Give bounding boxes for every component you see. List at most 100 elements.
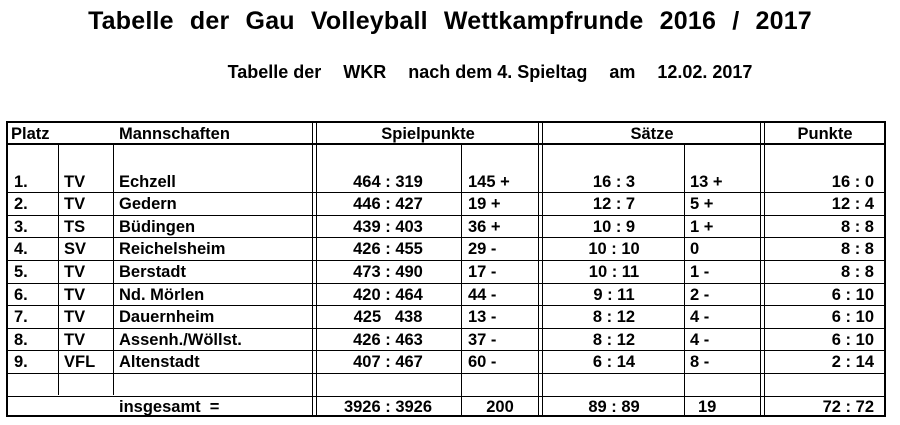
- cell-platz: 3.: [14, 218, 28, 236]
- cell-verein: VFL: [64, 353, 96, 371]
- cell-s-diff: 13 +: [690, 173, 723, 191]
- cell-punkte: 6 : 10: [831, 331, 874, 349]
- total-divider: [6, 396, 886, 397]
- cell-punkte: 2 : 14: [831, 353, 874, 371]
- header-mannschaften: Mannschaften: [119, 125, 230, 143]
- cell-mannschaft: Nd. Mörlen: [119, 286, 205, 304]
- cell-s-diff: 1 -: [690, 263, 710, 281]
- cell-mannschaft: Assenh./Wöllst.: [119, 331, 242, 349]
- cell-s-diff: 0: [690, 240, 700, 258]
- row-divider: [6, 283, 886, 284]
- cell-s-diff: 8 -: [690, 353, 710, 371]
- cell-sp-diff: 17 -: [468, 263, 497, 281]
- cell-spielpunkte: 464 : 319: [353, 173, 423, 191]
- cell-platz: 1.: [14, 173, 28, 191]
- cell-sp-diff: 145 +: [468, 173, 510, 191]
- cell-verein: TV: [64, 195, 86, 213]
- cell-punkte: 8 : 8: [840, 240, 874, 258]
- page-subtitle: Tabelle der WKR nach dem 4. Spieltag am 12.0…: [40, 62, 900, 83]
- col-divider: [113, 143, 114, 395]
- total-spielpunkte: 3926 : 3926: [343, 398, 433, 416]
- header-platz: Platz: [11, 125, 50, 143]
- total-s-diff: 19: [698, 398, 717, 416]
- cell-mannschaft: Gedern: [119, 195, 177, 213]
- cell-sp-diff: 29 -: [468, 240, 497, 258]
- cell-spielpunkte: 473 : 490: [353, 263, 423, 281]
- cell-verein: TV: [64, 308, 86, 326]
- cell-platz: 9.: [14, 353, 28, 371]
- col-divider: [542, 121, 543, 417]
- cell-saetze: 12 : 7: [592, 195, 636, 213]
- cell-platz: 2.: [14, 195, 28, 213]
- cell-platz: 8.: [14, 331, 28, 349]
- cell-verein: TV: [64, 263, 86, 281]
- cell-saetze: 10 : 10: [588, 240, 640, 258]
- row-divider: [6, 192, 886, 193]
- total-punkte: 72 : 72: [822, 398, 874, 416]
- cell-spielpunkte: 446 : 427: [353, 195, 423, 213]
- standings-table: Platz Mannschaften Spielpunkte Sätze Pun…: [6, 121, 886, 417]
- row-divider: [6, 237, 886, 238]
- total-saetze: 89 : 89: [588, 398, 640, 416]
- cell-punkte: 8 : 8: [840, 263, 874, 281]
- cell-saetze: 10 : 9: [592, 218, 636, 236]
- col-divider: [764, 121, 765, 417]
- cell-mannschaft: Altenstadt: [119, 353, 200, 371]
- cell-saetze: 8 : 12: [592, 308, 636, 326]
- row-divider: [6, 373, 886, 374]
- row-divider: [6, 305, 886, 306]
- cell-mannschaft: Dauernheim: [119, 308, 215, 326]
- cell-saetze: 10 : 11: [588, 263, 640, 281]
- cell-spielpunkte: 426 : 455: [353, 240, 423, 258]
- cell-punkte: 6 : 10: [831, 308, 874, 326]
- table-frame: [6, 121, 886, 417]
- cell-saetze: 8 : 12: [592, 331, 636, 349]
- cell-mannschaft: Berstadt: [119, 263, 186, 281]
- cell-platz: 7.: [14, 308, 28, 326]
- cell-s-diff: 4 -: [690, 308, 710, 326]
- subtitle-part1: Tabelle der: [227, 62, 322, 82]
- cell-verein: TV: [64, 331, 86, 349]
- header-divider: [6, 143, 886, 145]
- cell-spielpunkte: 426 : 463: [353, 331, 423, 349]
- col-divider: [760, 121, 761, 417]
- col-divider: [461, 143, 462, 417]
- col-divider: [538, 121, 539, 417]
- cell-sp-diff: 13 -: [468, 308, 497, 326]
- col-divider: [312, 121, 313, 417]
- header-spielpunkte: Spielpunkte: [381, 125, 475, 143]
- cell-mannschaft: Büdingen: [119, 218, 196, 236]
- col-divider: [316, 121, 317, 417]
- cell-spielpunkte: 439 : 403: [353, 218, 423, 236]
- total-sp-diff: 200: [486, 398, 514, 416]
- row-divider: [6, 350, 886, 351]
- cell-s-diff: 1 +: [690, 218, 714, 236]
- col-divider: [684, 143, 685, 417]
- cell-saetze: 6 : 14: [592, 353, 636, 371]
- cell-punkte: 6 : 10: [831, 286, 874, 304]
- cell-saetze: 9 : 11: [593, 286, 635, 304]
- header-punkte: Punkte: [797, 125, 853, 143]
- cell-sp-diff: 19 +: [468, 195, 501, 213]
- cell-mannschaft: Reichelsheim: [119, 240, 226, 258]
- cell-verein: SV: [64, 240, 87, 258]
- row-divider: [6, 260, 886, 261]
- cell-sp-diff: 36 +: [468, 218, 501, 236]
- total-label: insgesamt =: [119, 398, 220, 416]
- cell-spielpunkte: 420 : 464: [353, 286, 423, 304]
- cell-verein: TV: [64, 286, 86, 304]
- subtitle-part4: am: [609, 62, 636, 82]
- cell-punkte: 8 : 8: [840, 218, 874, 236]
- cell-mannschaft: Echzell: [119, 173, 176, 191]
- cell-platz: 5.: [14, 263, 28, 281]
- page-title: Tabelle der Gau Volleyball Wettkampfrund…: [88, 7, 812, 35]
- cell-verein: TV: [64, 173, 86, 191]
- cell-saetze: 16 : 3: [592, 173, 636, 191]
- subtitle-part3: nach dem 4. Spieltag: [408, 62, 588, 82]
- cell-sp-diff: 37 -: [468, 331, 497, 349]
- cell-punkte: 12 : 4: [831, 195, 874, 213]
- subtitle-part2: WKR: [343, 62, 387, 82]
- col-divider: [58, 143, 59, 395]
- header-saetze: Sätze: [630, 125, 674, 143]
- cell-s-diff: 4 -: [690, 331, 710, 349]
